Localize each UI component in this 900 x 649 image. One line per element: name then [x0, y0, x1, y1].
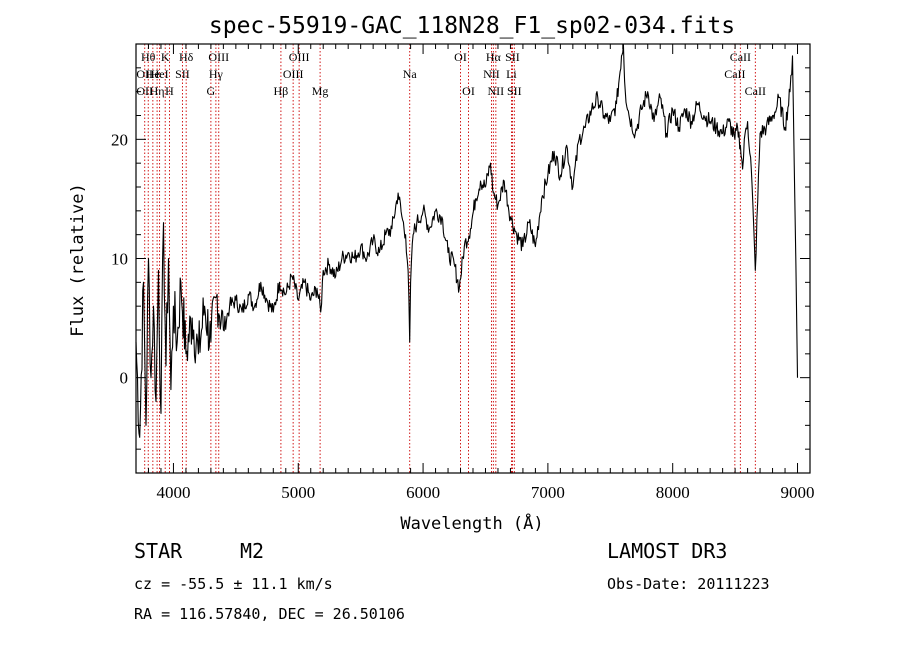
spectral-line-labels: OIIOIIHθHeHηHeIKHSIIHδGHγOIIIHβOIIIOIIIM… — [136, 50, 766, 98]
x-tick-label: 5000 — [281, 483, 315, 502]
spectral-line-label: G — [207, 84, 216, 98]
x-axis-ticks: 4000 5000 6000 7000 8000 9000 — [147, 44, 815, 502]
x-tick-label: 6000 — [406, 483, 440, 502]
x-tick-label: 8000 — [656, 483, 690, 502]
y-axis-ticks: 0 10 20 — [111, 67, 810, 450]
spectral-line-label: Hα — [486, 50, 502, 64]
y-tick-label: 0 — [120, 369, 129, 388]
x-tick-label: 9000 — [781, 483, 815, 502]
spectral-line-label: Hγ — [209, 67, 224, 81]
spectral-line-markers — [144, 44, 756, 473]
spectral-line-label: SII — [505, 50, 520, 64]
spectral-line-label: Hθ — [141, 50, 156, 64]
spectral-line-label: Na — [403, 67, 418, 81]
spectral-line-label: SII — [507, 84, 522, 98]
coordinates: RA = 116.57840, DEC = 26.50106 — [134, 605, 405, 623]
spectrum-series-line — [135, 43, 799, 438]
spectral-line-label: OI — [462, 84, 475, 98]
spectral-line-label: NII — [488, 84, 505, 98]
survey-name: LAMOST DR3 — [607, 539, 727, 563]
spectral-line-label: OIII — [283, 67, 304, 81]
y-tick-label: 20 — [111, 130, 128, 149]
plot-frame — [135, 43, 811, 474]
y-axis-label: Flux (relative) — [68, 183, 88, 337]
spectral-line-label: CaII — [730, 50, 751, 64]
spectral-line-label: Mg — [312, 84, 329, 98]
observation-date: Obs-Date: 20111223 — [607, 575, 770, 593]
spectral-line-label: OI — [454, 50, 467, 64]
spectral-line-label: K — [161, 50, 170, 64]
object-subclass: M2 — [240, 539, 264, 563]
spectral-line-label: Hδ — [179, 50, 194, 64]
chart-title: spec-55919-GAC_118N28_F1_sp02-034.fits — [209, 13, 735, 39]
spectral-line-label: He — [146, 67, 160, 81]
object-class: STAR — [134, 539, 183, 563]
spectral-line-label: HeI — [151, 67, 169, 81]
spectral-line-label: OIII — [208, 50, 229, 64]
spectral-line-label: NII — [483, 67, 500, 81]
spectral-line-label: Hη — [150, 84, 165, 98]
spectral-line-label: CaII — [745, 84, 766, 98]
spectral-line-label: Li — [506, 67, 517, 81]
x-tick-label: 7000 — [531, 483, 565, 502]
spectral-line-label: OII — [136, 67, 153, 81]
spectral-line-label: H — [165, 84, 174, 98]
x-axis-label: Wavelength (Å) — [400, 512, 543, 534]
spectral-line-label: CaII — [724, 67, 745, 81]
y-tick-label: 10 — [111, 250, 128, 269]
spectral-line-label: Hβ — [274, 84, 289, 98]
x-tick-label: 4000 — [156, 483, 190, 502]
spectral-line-label: OII — [136, 84, 153, 98]
redshift-velocity: cz = -55.5 ± 11.1 km/s — [134, 575, 333, 593]
spectral-line-label: OIII — [289, 50, 310, 64]
spectral-line-label: SII — [175, 67, 190, 81]
